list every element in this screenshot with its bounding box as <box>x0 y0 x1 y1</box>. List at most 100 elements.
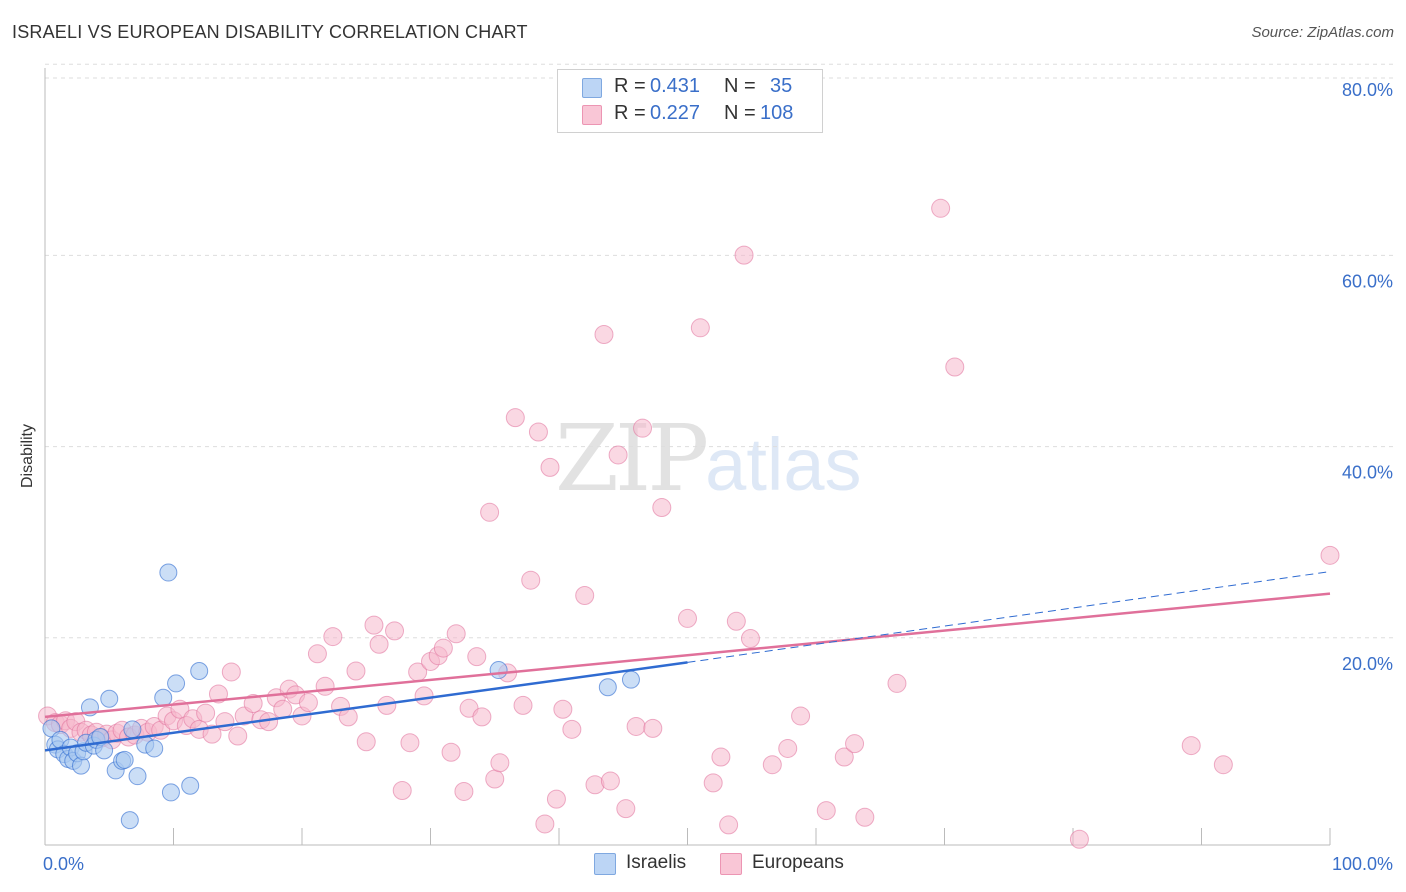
europeans-point-83 <box>600 771 620 791</box>
europeans-point-53 <box>385 621 405 641</box>
europeans-point-78 <box>553 699 573 719</box>
y-tick-label-60: 60.0% <box>1342 271 1393 291</box>
europeans-point-31 <box>221 662 241 682</box>
europeans-point-61 <box>441 742 461 762</box>
legend-r-value: 0.431 <box>650 75 701 97</box>
europeans-point-86 <box>626 716 646 736</box>
europeans-point-85 <box>616 799 636 819</box>
europeans-point-32 <box>228 726 248 746</box>
europeans-point-79 <box>562 719 582 739</box>
europeans-point-101 <box>816 801 836 821</box>
israelis-trend-line <box>44 661 688 752</box>
europeans-point-105 <box>887 673 907 693</box>
europeans-point-60 <box>433 638 453 658</box>
europeans-legend-swatch <box>720 853 742 875</box>
europeans-point-103 <box>845 734 865 754</box>
israelis-point-21 <box>123 720 142 739</box>
europeans-point-109 <box>1181 736 1201 756</box>
legend-row-israelis: R = 0.431 N = 35 <box>558 75 822 99</box>
europeans-swatch <box>582 105 602 125</box>
europeans-point-42 <box>298 693 318 713</box>
y-tick-label-40: 40.0% <box>1342 463 1393 483</box>
europeans-point-82 <box>594 324 614 344</box>
europeans-point-99 <box>778 738 798 758</box>
israelis-point-30 <box>120 811 139 830</box>
europeans-point-34 <box>243 694 263 714</box>
source-label: Source: ZipAtlas.com <box>1251 24 1394 41</box>
europeans-point-93 <box>711 747 731 767</box>
x-tick-label-min: 0.0% <box>43 854 84 874</box>
legend-n-value: 35 <box>770 75 793 97</box>
zipatlas-watermark: ZIPatlas <box>555 405 861 512</box>
europeans-point-51 <box>369 634 389 654</box>
europeans-point-91 <box>690 318 710 338</box>
europeans-trend-line <box>44 592 1331 719</box>
europeans-point-63 <box>454 781 474 801</box>
europeans-point-49 <box>356 732 376 752</box>
europeans-point-80 <box>575 585 595 605</box>
tick-labels: 20.0% 40.0% 60.0% 80.0% 0.0% 100.0% <box>43 80 1393 874</box>
europeans-point-50 <box>364 615 384 635</box>
israelis-point-17 <box>100 689 119 708</box>
europeans-point-73 <box>521 570 541 590</box>
europeans-point-110 <box>1213 755 1233 775</box>
europeans-point-38 <box>273 699 293 719</box>
europeans-point-92 <box>703 773 723 793</box>
legend-r-value: 0.227 <box>650 102 701 124</box>
europeans-points <box>38 198 1340 849</box>
europeans-point-95 <box>726 611 746 631</box>
europeans-point-66 <box>472 707 492 727</box>
europeans-point-111 <box>1320 545 1340 565</box>
israelis-trend-extension <box>687 571 1331 663</box>
europeans-point-106 <box>931 198 951 218</box>
grid-lines <box>45 63 1395 639</box>
israelis-points <box>42 563 640 830</box>
watermark-atlas: atlas <box>705 423 862 506</box>
europeans-point-55 <box>400 733 420 753</box>
europeans-point-76 <box>540 457 560 477</box>
legend-n-value: 108 <box>760 102 794 124</box>
israelis-point-22 <box>128 767 147 786</box>
europeans-point-107 <box>945 357 965 377</box>
europeans-point-94 <box>719 815 739 835</box>
europeans-point-69 <box>490 753 510 773</box>
legend-r-label: R = <box>614 102 646 124</box>
y-tick-label-20: 20.0% <box>1342 654 1393 674</box>
legend-n-label: N = <box>724 102 756 124</box>
israelis-point-32 <box>489 661 508 680</box>
israelis-swatch <box>582 78 602 98</box>
europeans-point-29 <box>208 684 228 704</box>
watermark-zip: ZIP <box>555 405 709 512</box>
europeans-point-30 <box>215 712 235 732</box>
israelis-point-24 <box>145 739 164 758</box>
europeans-point-102 <box>834 747 854 767</box>
israelis-point-16 <box>95 741 114 760</box>
europeans-point-104 <box>855 807 875 827</box>
europeans-point-27 <box>196 703 216 723</box>
trend-lines <box>44 571 1331 752</box>
europeans-point-100 <box>791 706 811 726</box>
europeans-point-65 <box>467 647 487 667</box>
europeans-point-71 <box>505 408 525 428</box>
europeans-point-84 <box>608 445 628 465</box>
israelis-point-20 <box>115 750 134 769</box>
europeans-point-89 <box>652 498 672 518</box>
europeans-point-44 <box>315 676 335 696</box>
y-tick-label-80: 80.0% <box>1342 80 1393 100</box>
legend-row-europeans: R = 0.227 N = 108 <box>558 102 822 126</box>
europeans-point-48 <box>346 661 366 681</box>
europeans-point-43 <box>307 644 327 664</box>
europeans-point-90 <box>678 608 697 628</box>
europeans-legend-label: Europeans <box>752 852 844 873</box>
europeans-point-88 <box>643 718 663 738</box>
europeans-point-108 <box>1069 829 1089 849</box>
israelis-point-34 <box>621 670 640 689</box>
x-tick-label-max: 100.0% <box>1332 854 1393 874</box>
europeans-point-54 <box>392 781 412 801</box>
israelis-legend-label: Israelis <box>626 852 687 873</box>
israelis-point-29 <box>181 776 200 795</box>
europeans-point-68 <box>485 769 505 789</box>
europeans-point-97 <box>740 629 760 649</box>
europeans-point-62 <box>446 624 466 644</box>
